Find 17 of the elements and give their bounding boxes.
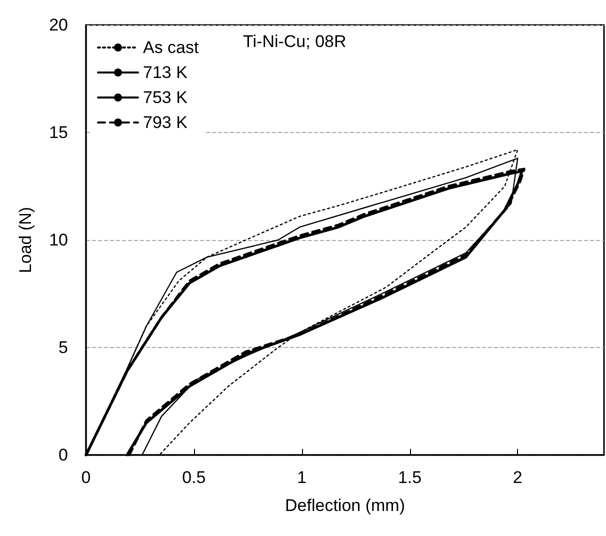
y-axis-title: Load (N)	[16, 206, 35, 274]
legend-label: 713 K	[143, 63, 188, 82]
legend-label: 753 K	[143, 88, 188, 107]
y-tick-label: 0	[58, 446, 68, 464]
x-tick-label: 2	[512, 468, 522, 487]
x-axis-title: Deflection (mm)	[285, 496, 405, 515]
y-tick-label: 15	[49, 123, 68, 142]
y-tick-label: 5	[58, 338, 68, 357]
legend-label: As cast	[143, 38, 200, 57]
y-tick-label: 20	[49, 16, 68, 34]
annotation: Ti-Ni-Cu; 08R	[243, 32, 346, 51]
x-tick-label: 0.5	[182, 468, 206, 487]
legend-label: 793 K	[143, 113, 188, 132]
x-tick-label: 1.5	[398, 468, 422, 487]
x-tick-label: 1	[297, 468, 307, 487]
y-tick-label: 10	[49, 230, 68, 250]
x-tick-label: 0	[81, 468, 91, 487]
